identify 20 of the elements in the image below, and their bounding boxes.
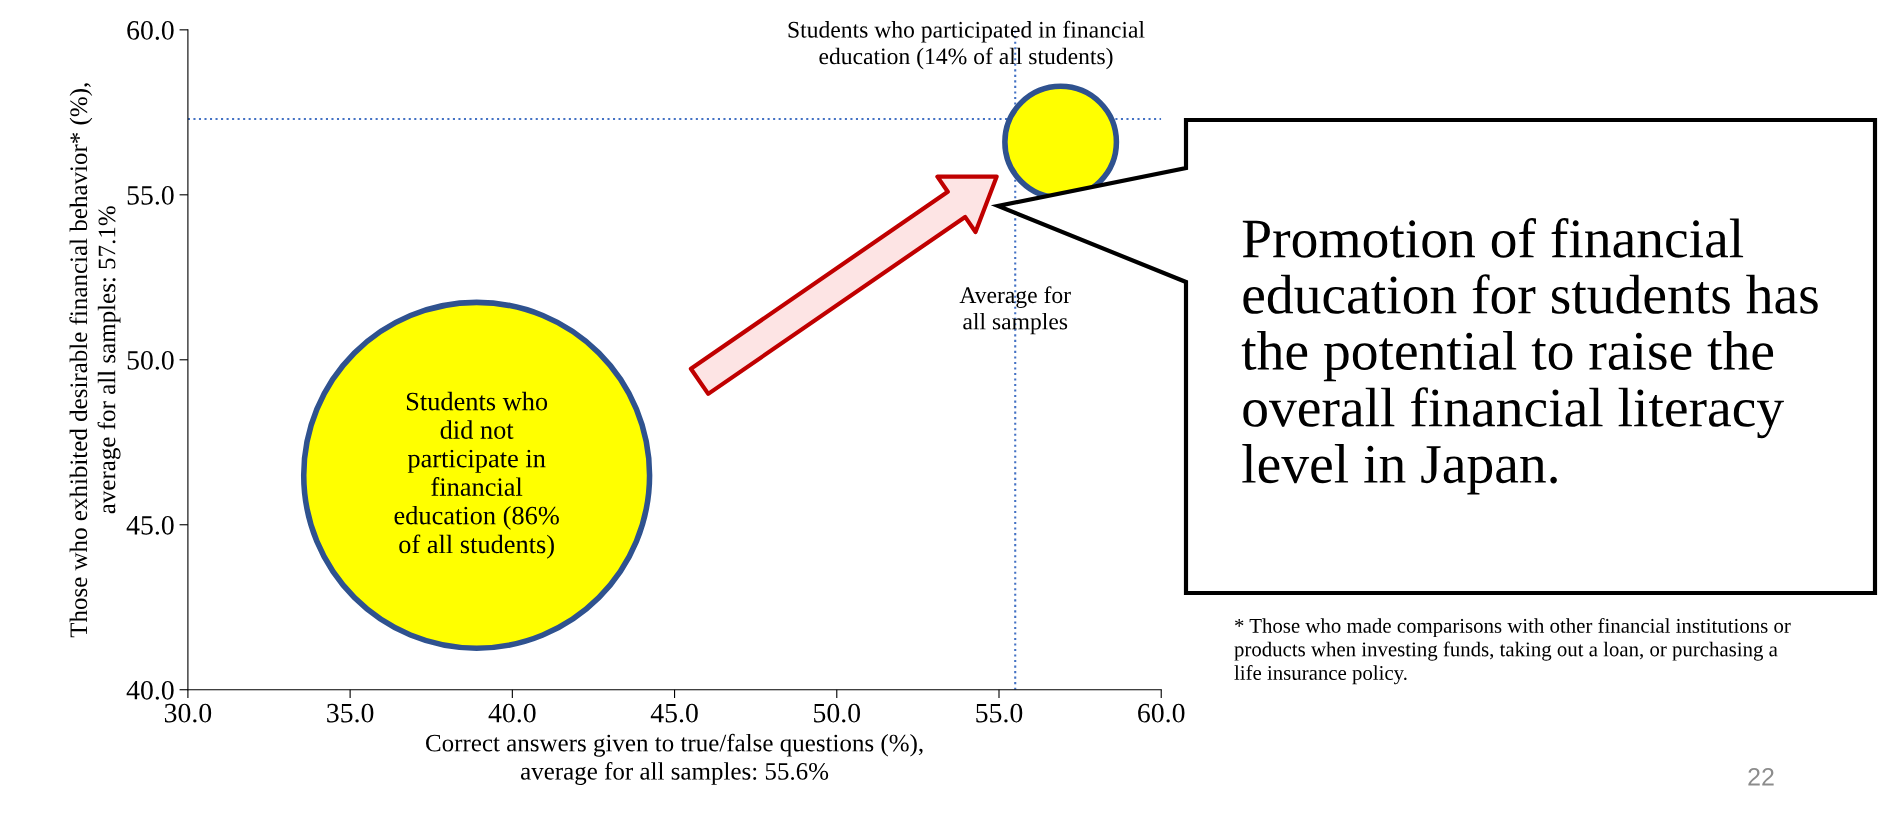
y-tick-label: 45.0	[126, 515, 174, 535]
y-axis-title: Those who exhibited desirable financial behavior* (%), average for all samples: 57.1%	[69, 83, 121, 638]
x-tick-label: 50.0	[814, 703, 861, 723]
x-tick-label: 55.0	[976, 703, 1023, 723]
annotation: Students who participated in financial education (14% of all students)	[788, 20, 1145, 70]
x-tick-label: 40.0	[488, 703, 536, 723]
annotation: Students who did not participate in financial education (86% of all students)	[394, 391, 559, 559]
text: Promotion of financial education for students has the potential to raise the overall financial literacy level in Japan.	[1241, 218, 1818, 495]
x-axis-title: Correct answers given to true/false questions (%), average for all samples: 55.6%	[426, 733, 923, 785]
y-tick-label: 40.0	[126, 680, 174, 700]
x-tick-label: 35.0	[327, 703, 374, 723]
y-tick-label: 50.0	[127, 350, 174, 370]
x-tick-label: 30.0	[164, 703, 212, 723]
y-tick-label: 55.0	[127, 185, 174, 205]
ref-line-label: Average for all samples	[959, 286, 1071, 335]
text: 22	[1748, 768, 1774, 786]
text: * Those who made comparisons with other financial institutions or products when investing funds, taking out a loan, or purchasing a life insurance policy.	[1234, 618, 1791, 685]
x-tick-label: 60.0	[1138, 703, 1185, 723]
x-tick-label: 45.0	[650, 703, 698, 723]
y-tick-label: 60.0	[127, 21, 174, 40]
